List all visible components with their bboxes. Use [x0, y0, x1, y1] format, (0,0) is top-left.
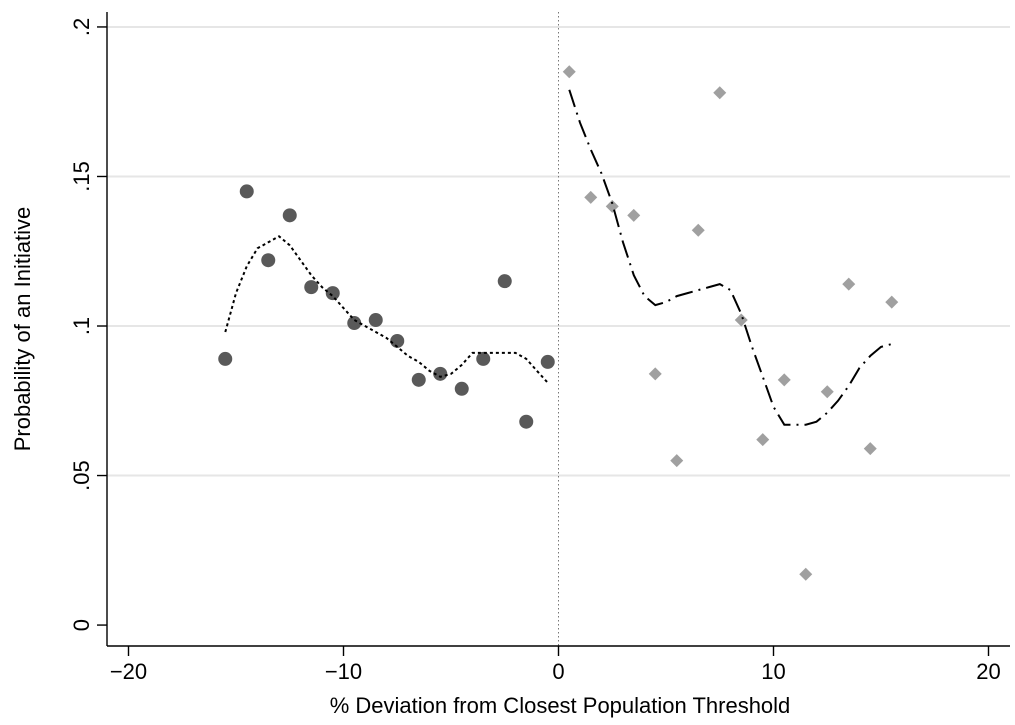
data-point-circle: [218, 351, 233, 366]
data-point-circle: [368, 313, 383, 328]
data-point-diamond: [713, 86, 727, 100]
y-tick-label: .05: [69, 460, 94, 491]
x-tick-label: −20: [110, 659, 147, 684]
data-point-circle: [347, 316, 362, 331]
data-point-circle: [476, 351, 491, 366]
x-tick-label: 0: [552, 659, 564, 684]
x-tick-label: 20: [976, 659, 1000, 684]
data-point-circle: [282, 208, 297, 223]
fit-line-dotted: [224, 235, 549, 384]
data-point-diamond: [584, 190, 598, 204]
data-point-circle: [239, 184, 254, 199]
x-tick-label: 10: [761, 659, 785, 684]
data-point-diamond: [648, 367, 662, 381]
x-axis-label: % Deviation from Closest Population Thre…: [330, 693, 791, 718]
data-point-circle: [411, 372, 426, 387]
data-point-diamond: [820, 385, 834, 399]
data-point-circle: [540, 354, 555, 369]
data-point-circle: [497, 274, 512, 289]
data-point-diamond: [842, 277, 856, 291]
data-point-circle: [454, 381, 469, 396]
y-tick-label: .1: [69, 317, 94, 335]
data-point-circle: [261, 253, 276, 268]
data-point-diamond: [734, 313, 748, 327]
data-point-circle: [390, 333, 405, 348]
data-point-diamond: [885, 295, 899, 309]
data-point-diamond: [799, 567, 813, 581]
y-axis-label: Probability of an Initiative: [10, 207, 35, 452]
data-layer: [218, 65, 899, 581]
y-tick-label: .15: [69, 161, 94, 192]
data-point-diamond: [605, 199, 619, 213]
data-point-diamond: [670, 454, 684, 468]
data-point-diamond: [863, 442, 877, 456]
data-point-diamond: [627, 208, 641, 222]
x-tick-label: −10: [325, 659, 362, 684]
data-point-circle: [304, 280, 319, 295]
data-point-circle: [519, 414, 534, 429]
data-point-diamond: [777, 373, 791, 387]
axes: −20 −10 0 10 20 0 .05 .1 .15 .2: [69, 12, 1010, 684]
y-tick-label: .2: [69, 18, 94, 36]
data-point-diamond: [562, 65, 576, 79]
fit-line-dashdot: [568, 89, 893, 426]
y-tick-label: 0: [69, 619, 94, 631]
data-point-circle: [325, 286, 340, 301]
data-point-diamond: [756, 433, 770, 447]
data-point-diamond: [691, 223, 705, 237]
data-point-circle: [433, 366, 448, 381]
